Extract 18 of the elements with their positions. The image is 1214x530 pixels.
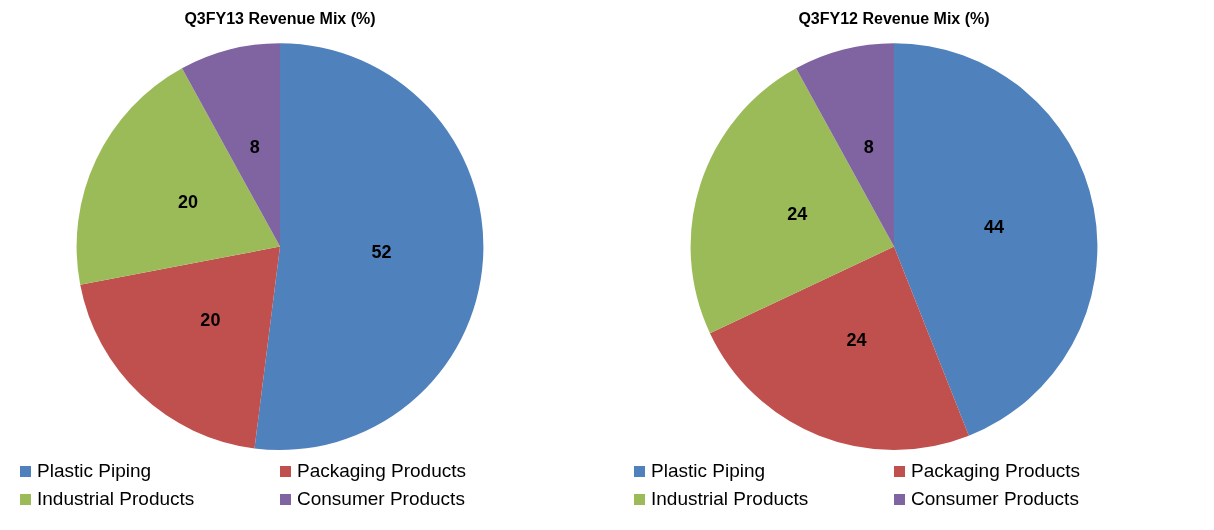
legend-label: Packaging Products bbox=[297, 460, 466, 482]
legend-label: Industrial Products bbox=[651, 488, 809, 510]
legend-label: Plastic Piping bbox=[37, 460, 152, 482]
data-label: 20 bbox=[177, 192, 198, 213]
legend-label: Consumer Products bbox=[297, 488, 465, 510]
data-label: 24 bbox=[846, 330, 867, 351]
legend-label: Consumer Products bbox=[911, 488, 1079, 510]
data-label: 8 bbox=[863, 137, 874, 158]
legend-label: Industrial Products bbox=[37, 488, 195, 510]
chart-title: Q3FY12 Revenue Mix (%) bbox=[798, 10, 990, 28]
data-label: 44 bbox=[983, 216, 1004, 237]
data-label: 24 bbox=[787, 204, 808, 225]
data-label: 52 bbox=[371, 241, 392, 262]
legend-label: Plastic Piping bbox=[651, 460, 766, 482]
data-label: 20 bbox=[200, 309, 221, 330]
data-label: 8 bbox=[249, 137, 260, 158]
legend-label: Packaging Products bbox=[911, 460, 1080, 482]
chart-title: Q3FY13 Revenue Mix (%) bbox=[184, 10, 376, 28]
